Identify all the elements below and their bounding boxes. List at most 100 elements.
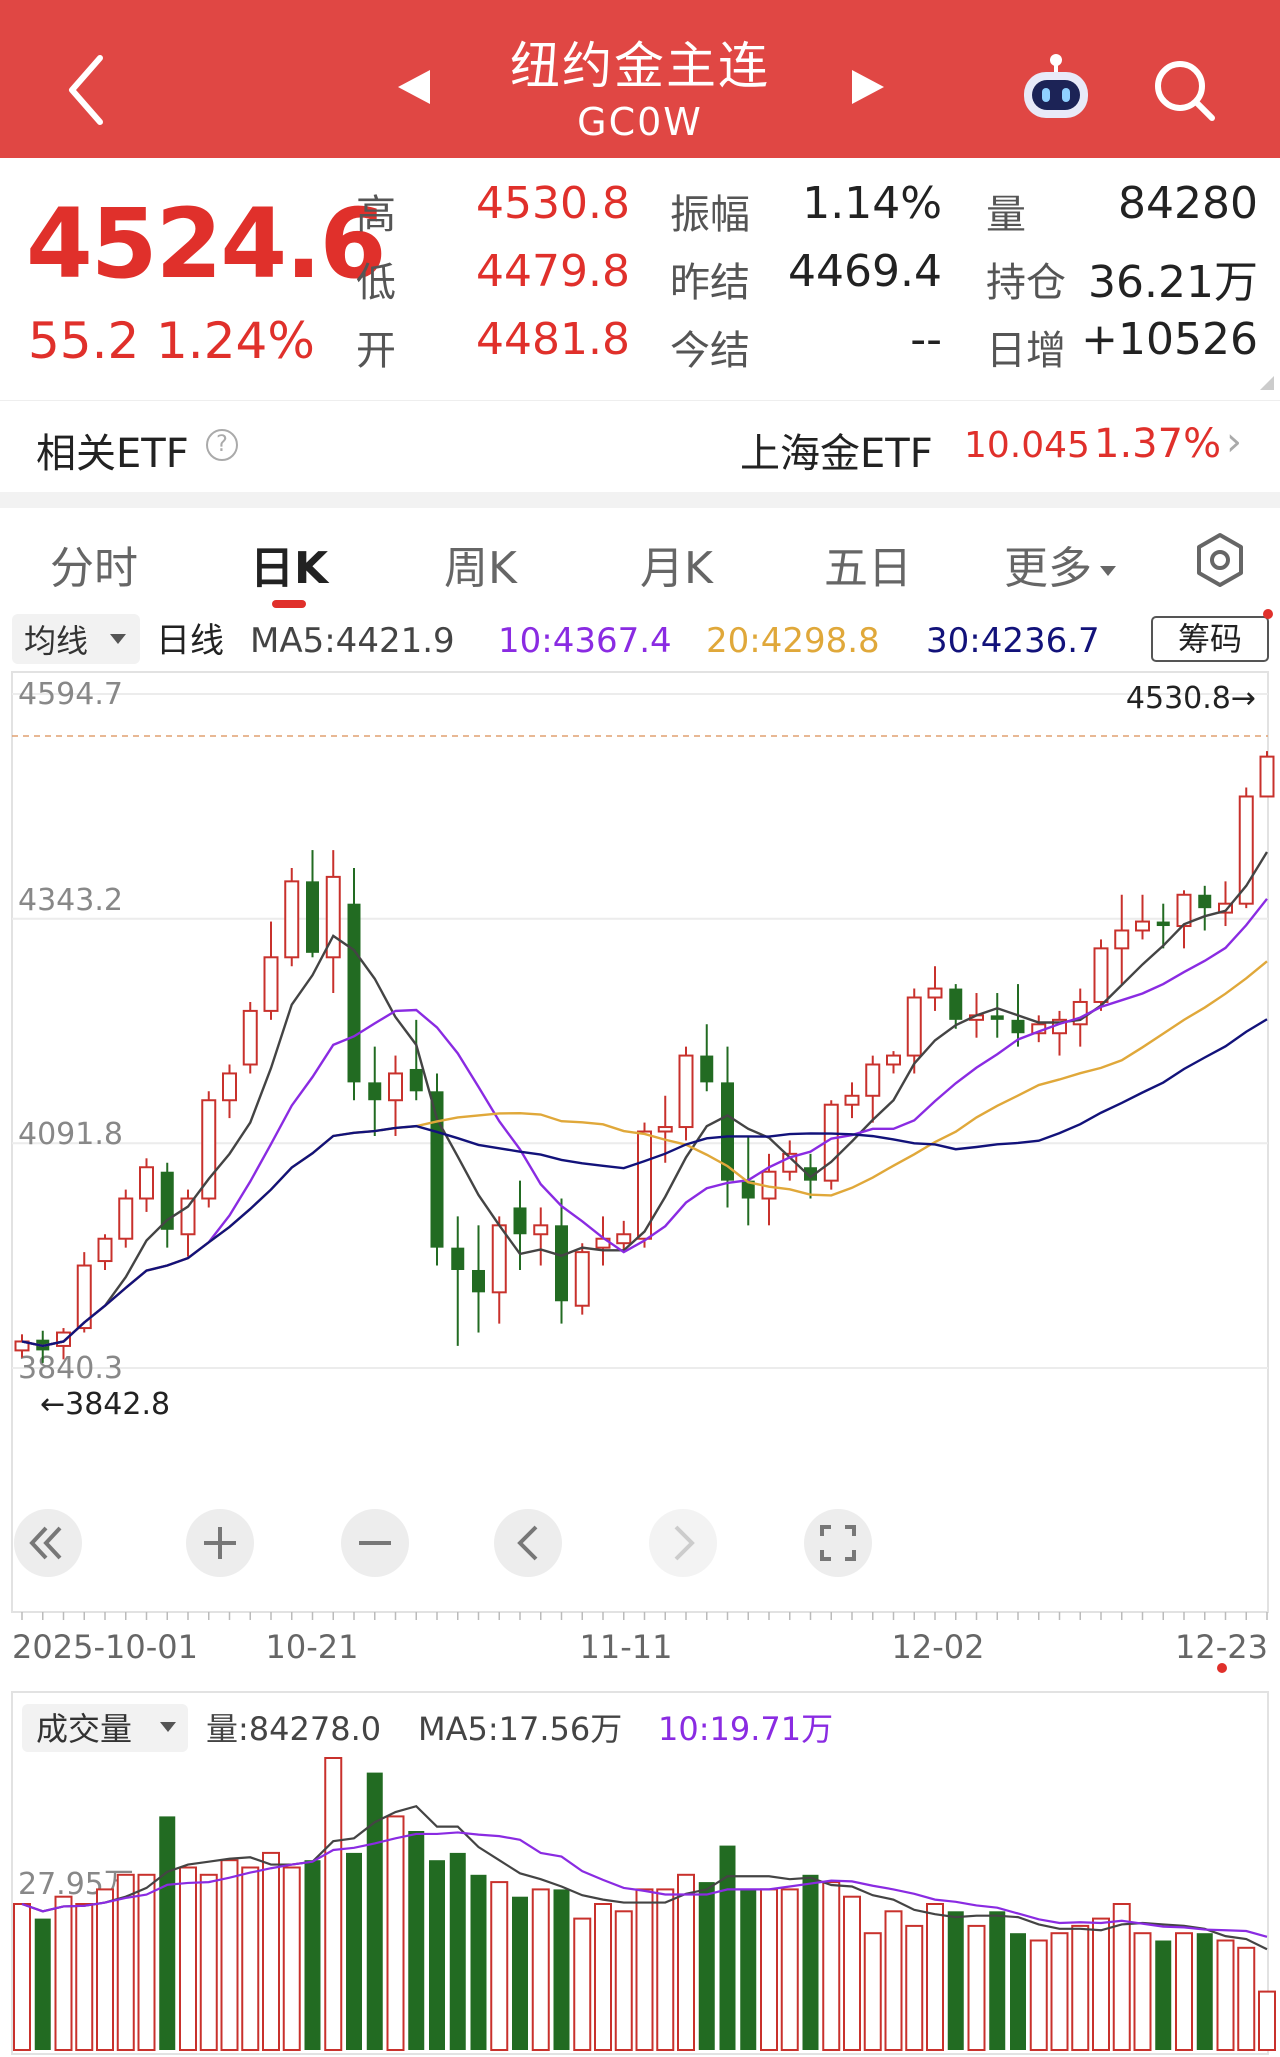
candle-up xyxy=(574,1251,590,1307)
candle-down xyxy=(347,903,361,1083)
volume-bar-down xyxy=(408,1831,425,2050)
low-value: 4479.8 xyxy=(476,246,630,297)
volume-bar-down xyxy=(947,1911,964,2050)
period-tabs: 分时 日K 周K 月K 五日 更多 xyxy=(0,508,1280,608)
volume-bar-down xyxy=(1155,1940,1172,2050)
ma20-label: 20:4298.8 xyxy=(706,621,880,661)
candle-down xyxy=(513,1207,527,1235)
volume-label: 量 xyxy=(986,192,1026,238)
volume-bar-up xyxy=(241,1866,260,2051)
candle-up xyxy=(678,1054,694,1129)
y-tick-label: 4343.2 xyxy=(18,883,123,918)
candlesticks xyxy=(14,751,1275,1363)
volume-bar-up xyxy=(54,1895,73,2051)
volume-bar-up xyxy=(531,1888,550,2052)
volume-bar-up xyxy=(386,1815,405,2052)
volume-bar-up xyxy=(863,1932,882,2051)
chip-button[interactable] xyxy=(1151,616,1269,662)
y-tick-label: 4594.7 xyxy=(18,677,123,712)
volume-selector[interactable] xyxy=(22,1704,188,1752)
volume-bar-up xyxy=(760,1888,778,2052)
tab-monthly-k[interactable]: 月K xyxy=(640,543,713,594)
x-tick-label: 11-11 xyxy=(580,1628,673,1666)
volume-bar-up xyxy=(1133,1932,1152,2051)
volume-bar-up xyxy=(967,1924,986,2052)
volume-bar-up xyxy=(1092,1917,1110,2051)
candle-up xyxy=(222,1072,237,1102)
volume-panel-frame xyxy=(11,1691,1269,2055)
y-tick-label: 4091.8 xyxy=(18,1117,123,1152)
candle-up xyxy=(865,1063,881,1097)
volume-bar-up xyxy=(137,1873,156,2052)
back-arrow-icon[interactable] xyxy=(60,50,116,130)
volume-bar-up xyxy=(1050,1932,1069,2051)
volume-bar-up xyxy=(116,1873,135,2052)
tab-more[interactable]: 更多 xyxy=(1004,532,1116,596)
high-label: 高 xyxy=(356,192,396,238)
help-icon[interactable]: ? xyxy=(206,429,238,461)
zoom-in-icon xyxy=(204,1527,236,1559)
candle-up xyxy=(388,1072,403,1102)
volume-ma10-line xyxy=(21,1831,1268,1938)
next-contract-icon[interactable] xyxy=(852,70,884,104)
fullscreen-icon xyxy=(820,1525,856,1561)
fullscreen-button[interactable] xyxy=(804,1509,872,1577)
collapse-icon xyxy=(29,1526,48,1560)
volume-bar-up xyxy=(96,1888,114,2052)
ma10-line xyxy=(21,898,1268,1348)
today-settle-label: 今结 xyxy=(670,328,750,374)
prev-settle-label: 昨结 xyxy=(670,260,750,306)
related-etf-row[interactable]: 相关ETF ? 上海金ETF 10.045 1.37% › xyxy=(0,400,1280,492)
chart-controls xyxy=(14,1509,872,1577)
x-tick-label: 12-23 xyxy=(1175,1628,1268,1666)
search-icon[interactable] xyxy=(1150,56,1218,124)
candle-up xyxy=(97,1237,113,1263)
ma30-label: 30:4236.7 xyxy=(926,621,1100,661)
tab-five-day[interactable]: 五日 xyxy=(824,543,912,594)
section-divider xyxy=(0,492,1280,508)
notice-dot xyxy=(1263,609,1273,619)
max-price-marker: 4530.8→ xyxy=(1126,681,1256,716)
robot-assistant-icon[interactable] xyxy=(1018,52,1094,124)
volume-bar-up xyxy=(1071,1924,1090,2052)
settings-icon[interactable] xyxy=(1194,532,1246,588)
volume-bar-up xyxy=(884,1910,903,2052)
tab-daily-k[interactable]: 日K xyxy=(250,543,329,594)
expand-corner-icon[interactable] xyxy=(1260,376,1274,390)
volume-bar-up xyxy=(926,1903,944,2051)
ma-selector[interactable] xyxy=(12,614,140,664)
volume-bar-up xyxy=(199,1873,218,2052)
today-settle-value: -- xyxy=(910,314,942,365)
candle-up xyxy=(491,1224,507,1294)
caret-down-icon xyxy=(160,1722,176,1732)
prev-button[interactable] xyxy=(494,1509,562,1577)
kline-chart-area: 均线 日线 MA5:4421.9 10:4367.4 20:4298.8 30:… xyxy=(0,608,1280,2057)
top-bar: 纽约金主连 GC0W xyxy=(0,0,1280,158)
candle-down xyxy=(451,1247,465,1270)
candle-up xyxy=(927,987,943,999)
volume-bar-up xyxy=(905,1924,924,2052)
caret-down-icon xyxy=(1100,566,1116,576)
candle-up xyxy=(1218,902,1233,914)
tab-intraday[interactable]: 分时 xyxy=(50,543,138,594)
candle-up xyxy=(616,1233,632,1245)
tab-weekly-k[interactable]: 周K xyxy=(444,543,517,594)
volume-bar-up xyxy=(1216,1939,1235,2051)
candle-up xyxy=(180,1197,196,1236)
candle-up xyxy=(886,1054,901,1066)
prev-contract-icon[interactable] xyxy=(398,70,430,104)
price-change-pct: 1.24% xyxy=(156,312,315,370)
volume-bar-down xyxy=(346,1852,362,2050)
candle-up xyxy=(56,1331,71,1347)
candle-down xyxy=(949,988,963,1020)
volume-bar-up xyxy=(1029,1939,1048,2051)
ma10-label: 10:4367.4 xyxy=(498,621,672,661)
price-change: 55.2 xyxy=(28,312,140,370)
next-button[interactable] xyxy=(649,1509,717,1577)
candle-up xyxy=(637,1130,652,1240)
kline-chart[interactable]: 均线 日线 MA5:4421.9 10:4367.4 20:4298.8 30:… xyxy=(0,608,1280,2057)
candle-down xyxy=(1198,894,1212,909)
etf-change-pct: 1.37% xyxy=(1094,421,1222,467)
open-interest-label: 持仓 xyxy=(986,260,1066,306)
candle-up xyxy=(118,1197,134,1240)
